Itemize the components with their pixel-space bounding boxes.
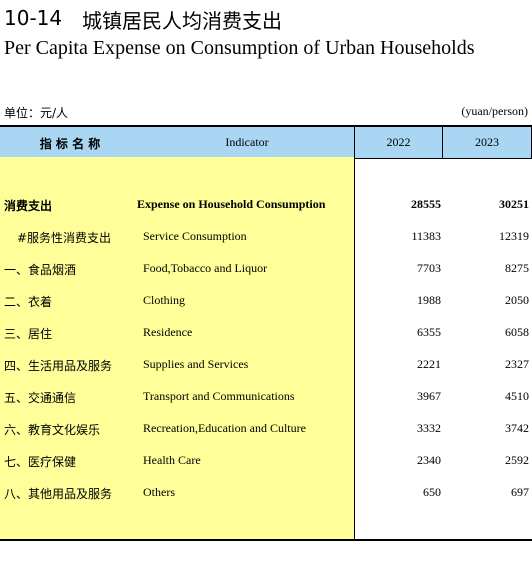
- row-label-en: Recreation,Education and Culture: [143, 421, 306, 435]
- value-2022: 2340: [417, 453, 441, 467]
- row-label-cn: 五、交通通信: [4, 391, 77, 405]
- value-2023: 697: [511, 485, 529, 499]
- header-cell: 2022: [386, 135, 411, 149]
- value-2023: 2050: [505, 293, 529, 307]
- unit-en: (yuan/person): [461, 104, 528, 118]
- value-2022: 1988: [417, 293, 441, 307]
- value-2023: 2327: [505, 357, 529, 371]
- row-label-en: Residence: [143, 325, 193, 339]
- value-2022: 2221: [417, 357, 441, 371]
- value-2023: 3742: [505, 421, 529, 435]
- bottom-rule: [0, 539, 532, 541]
- value-2022: 11383: [411, 229, 441, 243]
- row-label-en: Food,Tobacco and Liquor: [143, 261, 268, 275]
- value-2022: 7703: [417, 261, 441, 275]
- row-label-cn: 消费支出: [4, 199, 53, 213]
- divider: [442, 127, 443, 158]
- value-2022: 28555: [411, 197, 441, 211]
- row-label-cn: #服务性消费支出: [17, 231, 112, 245]
- value-2023: 30251: [499, 197, 529, 211]
- title-cn: 城镇居民人均消费支出: [82, 9, 282, 33]
- value-2023: 4510: [505, 389, 529, 403]
- row-label-en: Expense on Household Consumption: [137, 197, 326, 211]
- row-label-cn: 八、其他用品及服务: [4, 487, 113, 501]
- header-row: 指 标 名 称 Indicator 2022 2023: [0, 125, 532, 159]
- row-label-en: Supplies and Services: [143, 357, 249, 371]
- row-label-en: Others: [143, 485, 175, 499]
- row-label-cn: 一、食品烟酒: [4, 263, 77, 277]
- table-code: 10-14: [4, 6, 63, 30]
- header-cell: Indicator: [225, 135, 269, 149]
- value-2022: 6355: [417, 325, 441, 339]
- row-label-cn: 六、教育文化娱乐: [4, 423, 101, 437]
- header-cell: 指 标 名 称: [39, 137, 101, 151]
- value-2022: 3967: [417, 389, 441, 403]
- unit-cn: 单位：元/人: [4, 106, 69, 120]
- value-2022: 3332: [417, 421, 441, 435]
- value-2023: 2592: [505, 453, 529, 467]
- row-label-cn: 三、居住: [4, 327, 53, 341]
- row-label-en: Transport and Communications: [143, 389, 295, 403]
- header-cell: 2023: [475, 135, 499, 149]
- value-2023: 8275: [505, 261, 529, 275]
- row-label-cn: 四、生活用品及服务: [4, 359, 113, 373]
- value-2023: 12319: [499, 229, 529, 243]
- row-label-en: Service Consumption: [143, 229, 247, 243]
- row-label-cn: 二、衣着: [4, 295, 53, 309]
- value-2022: 650: [423, 485, 441, 499]
- row-label-en: Health Care: [143, 453, 201, 467]
- title-en: Per Capita Expense on Consumption of Urb…: [4, 37, 475, 59]
- value-2023: 6058: [505, 325, 529, 339]
- row-label-cn: 七、医疗保健: [4, 455, 77, 469]
- label-area: [0, 157, 355, 540]
- divider: [354, 127, 355, 158]
- row-label-en: Clothing: [143, 293, 186, 307]
